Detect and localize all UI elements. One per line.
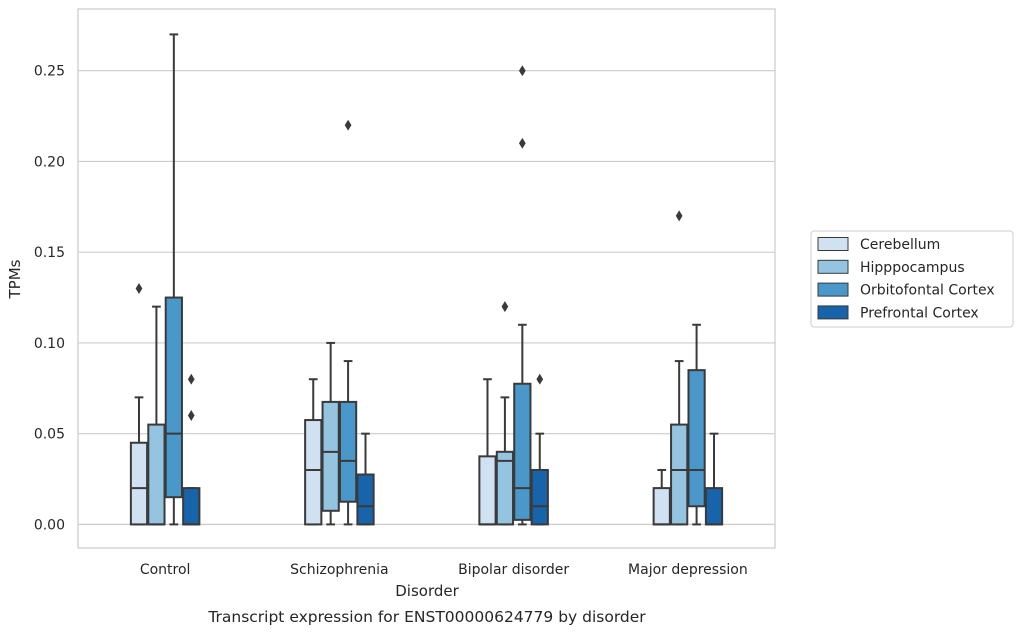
legend-swatch [817,237,849,251]
legend-swatch [817,259,849,274]
x-tick-label: Schizophrenia [290,562,388,578]
chart-title: Transcript expression for ENST0000062477… [207,608,646,626]
outlier-point [536,373,544,385]
box-orbitofontal-cortex-bipolar-disorder [513,65,532,526]
x-axis-label: Disorder [395,582,459,600]
legend-swatch [817,305,849,320]
legend-frame [810,230,1014,328]
box-groups [129,33,724,526]
box-prefrontal-cortex-control [182,373,201,526]
plot-frame [77,8,776,549]
outlier-point [187,410,195,421]
x-tick-label: Bipolar disorder [458,562,569,578]
box-prefrontal-cortex-bipolar-disorder [530,373,549,526]
y-axis-label: TPMs [6,259,24,299]
y-axis-ticks: 0.00 0.05 0.10 0.15 0.20 0.25 [34,64,65,534]
legend-label: Prefrontal Cortex [860,305,979,321]
box-hipppocampus-schizophrenia [321,341,340,526]
outlier-point [518,65,526,77]
box-body [129,441,149,526]
legend-label: Cerebellum [860,237,940,253]
box-cerebellum-control [129,283,149,526]
box-cerebellum-schizophrenia [304,378,323,526]
box-body [356,473,375,526]
x-tick-label: Control [140,562,191,578]
box-cerebellum-major-depression [652,468,671,526]
box-orbitofontal-cortex-schizophrenia [338,119,358,526]
box-prefrontal-cortex-major-depression [704,432,724,526]
box-orbitofontal-cortex-control [164,33,183,526]
legend-swatch [817,282,849,297]
y-tick-label: 0.00 [34,517,65,533]
box-body [164,296,183,499]
box-prefrontal-cortex-schizophrenia [356,432,375,526]
box-body [652,487,671,526]
box-body [147,423,166,526]
box-body [478,455,497,526]
legend-label: Hipppocampus [860,260,965,276]
box-body [338,400,358,503]
box-hipppocampus-bipolar-disorder [495,301,515,526]
box-body [687,369,706,508]
outlier-point [675,210,683,222]
outlier-point [501,301,509,313]
legend: Cerebellum Hipppocampus Orbitofontal Corte… [810,230,1014,328]
y-tick-label: 0.20 [34,154,65,170]
y-tick-label: 0.25 [34,64,65,80]
box-body [321,400,340,512]
y-tick-label: 0.10 [34,336,65,352]
y-tick-label: 0.05 [34,427,65,443]
x-tick-label: Major depression [628,562,748,578]
outlier-point [187,373,195,385]
box-body [495,450,515,526]
outlier-point [518,137,526,149]
box-body [530,468,549,526]
y-tick-label: 0.15 [34,245,65,261]
box-body [513,382,532,521]
box-hipppocampus-control [147,305,166,526]
outlier-point [344,119,352,131]
box-body [704,487,724,526]
box-body [182,487,201,526]
outlier-point [135,283,143,294]
box-orbitofontal-cortex-major-depression [687,323,706,526]
box-body [670,423,689,526]
box-cerebellum-bipolar-disorder [478,378,497,526]
x-axis-ticks: Control Schizophrenia Bipolar disorder Majo… [140,562,748,578]
box-body [304,419,323,526]
box-hipppocampus-major-depression [670,210,689,526]
legend-label: Orbitofontal Cortex [860,283,995,299]
